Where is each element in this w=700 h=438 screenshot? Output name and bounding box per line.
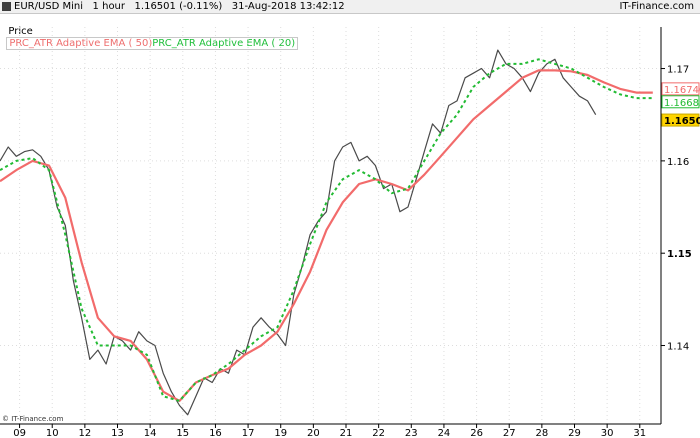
last-value-labels: 1.16740 1.16685 1.16502 — [661, 82, 700, 127]
legend-price-label[interactable]: Price — [8, 26, 33, 37]
ema20-series — [0, 58, 653, 402]
x-tick-label-2: 12 — [79, 428, 92, 438]
y-axis[interactable]: 1.14 1.15 1.16 1.17 — [661, 65, 692, 353]
ema50-line — [0, 69, 653, 402]
ema20-last-label-text: 1.16685 — [664, 98, 700, 109]
brand-label: IT-Finance.com — [619, 1, 694, 12]
ema20-last-label-box — [661, 95, 700, 109]
x-tick-label-19: 31 — [633, 428, 646, 438]
x-tick-label-17: 29 — [568, 428, 581, 438]
price-line — [0, 49, 597, 416]
chart-window-icon[interactable] — [2, 2, 11, 11]
x-axis[interactable]: 09 10 12 13 14 15 16 17 19 20 21 22 23 24 26 27 28 29 30 31 — [13, 424, 646, 438]
x-tick-label-16: 28 — [535, 428, 548, 438]
indicator-legend: Price PRC_ATR Adaptive EMA ( 50)PRC_ATR … — [0, 14, 299, 50]
legend-indicator-box[interactable]: PRC_ATR Adaptive EMA ( 50)PRC_ATR Adapti… — [6, 37, 299, 50]
price-last-label-text: 1.16502 — [664, 116, 700, 127]
price-last-label-box — [661, 113, 700, 127]
x-tick-label-9: 20 — [307, 428, 320, 438]
ema50-last-label-box — [661, 82, 700, 96]
y-tick-label-0: 1.14 — [667, 342, 689, 353]
x-tick-label-12: 23 — [405, 428, 418, 438]
x-tick-label-13: 24 — [438, 428, 451, 438]
x-tick-label-8: 19 — [274, 428, 287, 438]
legend-ema20-label[interactable]: PRC_ATR Adaptive EMA ( 20) — [152, 38, 296, 49]
x-tick-label-3: 13 — [111, 428, 124, 438]
grid — [0, 27, 661, 424]
x-tick-label-7: 17 — [242, 428, 255, 438]
x-tick-label-15: 27 — [503, 428, 516, 438]
x-tick-label-6: 16 — [209, 428, 222, 438]
x-tick-label-4: 14 — [144, 428, 157, 438]
x-tick-label-1: 10 — [46, 428, 59, 438]
y-tick-label-2: 1.16 — [667, 157, 689, 168]
x-tick-label-10: 21 — [340, 428, 353, 438]
y-tick-label-1: 1.15 — [667, 249, 692, 260]
ema20-line — [0, 58, 653, 402]
x-tick-label-14: 26 — [470, 428, 483, 438]
chart-title-bar: EUR/USD Mini 1 hour 1.16501 (-0.11%) 31-… — [0, 0, 700, 14]
price-series — [0, 49, 597, 416]
x-tick-label-11: 22 — [372, 428, 385, 438]
chart-title: EUR/USD Mini 1 hour 1.16501 (-0.11%) 31-… — [14, 1, 345, 12]
x-tick-label-0: 09 — [13, 428, 26, 438]
ema50-last-label-text: 1.16740 — [664, 85, 700, 96]
ema50-series — [0, 69, 653, 402]
legend-ema50-label[interactable]: PRC_ATR Adaptive EMA ( 50) — [9, 38, 153, 49]
x-tick-label-5: 15 — [176, 428, 189, 438]
copyright-text: © IT-Finance.com — [2, 415, 64, 423]
y-tick-label-3: 1.17 — [667, 65, 689, 76]
x-tick-label-18: 30 — [601, 428, 614, 438]
